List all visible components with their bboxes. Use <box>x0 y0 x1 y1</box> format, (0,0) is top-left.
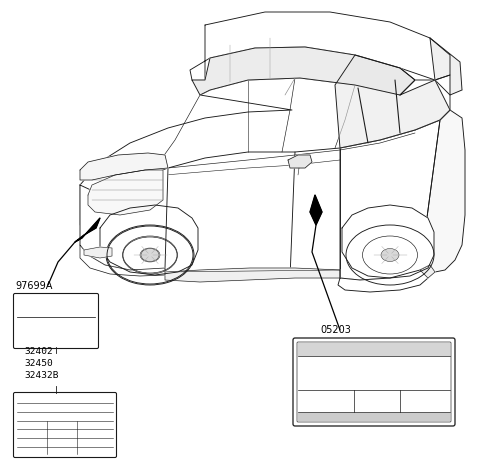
Polygon shape <box>420 265 435 278</box>
Text: 97699A: 97699A <box>15 281 52 291</box>
Polygon shape <box>310 195 322 225</box>
Text: 32450: 32450 <box>24 359 53 368</box>
Polygon shape <box>80 153 168 180</box>
Text: 32402: 32402 <box>24 347 53 356</box>
Ellipse shape <box>141 249 159 262</box>
Polygon shape <box>430 38 462 95</box>
Polygon shape <box>165 268 340 282</box>
Polygon shape <box>100 205 198 275</box>
Polygon shape <box>338 265 430 292</box>
Text: 05203: 05203 <box>320 325 351 335</box>
Polygon shape <box>80 168 168 272</box>
Bar <box>298 343 450 356</box>
Bar <box>298 412 450 421</box>
Polygon shape <box>88 170 163 215</box>
Polygon shape <box>192 47 415 95</box>
FancyBboxPatch shape <box>293 338 455 426</box>
Polygon shape <box>75 218 100 242</box>
FancyBboxPatch shape <box>13 393 117 457</box>
Ellipse shape <box>381 249 399 262</box>
Polygon shape <box>340 120 440 280</box>
Text: 32432B: 32432B <box>24 371 59 380</box>
FancyBboxPatch shape <box>13 294 98 348</box>
Polygon shape <box>84 247 112 258</box>
Ellipse shape <box>140 248 160 262</box>
FancyBboxPatch shape <box>297 342 451 422</box>
Polygon shape <box>80 78 450 225</box>
Polygon shape <box>190 12 450 85</box>
Polygon shape <box>335 55 450 148</box>
Polygon shape <box>420 110 465 272</box>
Polygon shape <box>342 205 434 278</box>
Polygon shape <box>80 245 165 276</box>
Polygon shape <box>288 155 312 168</box>
